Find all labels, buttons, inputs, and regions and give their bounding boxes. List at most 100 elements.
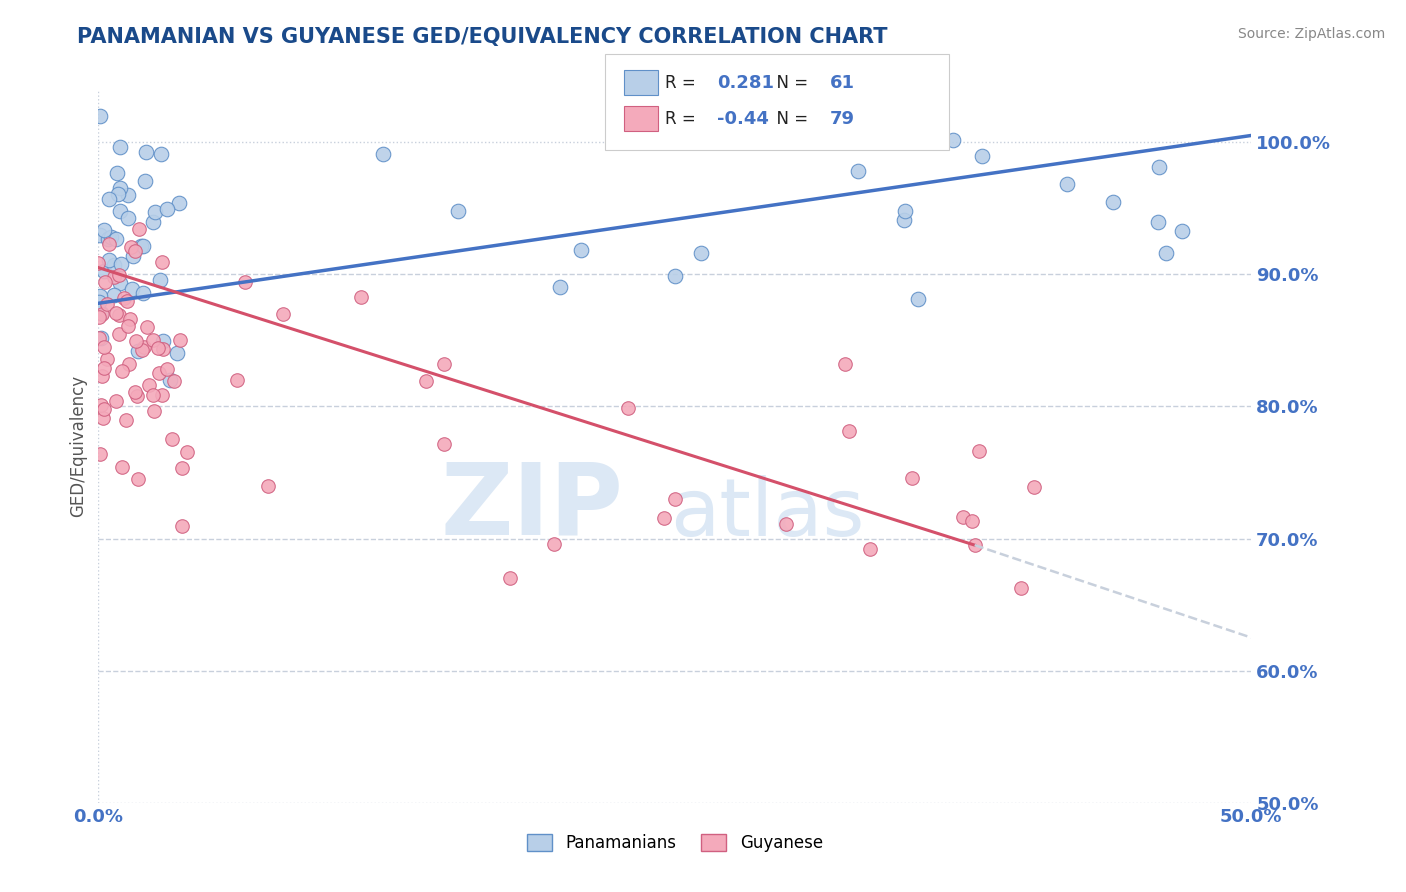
Text: N =: N = [766, 110, 814, 128]
Point [87, 331, 110, 345]
Point [104, 305, 127, 319]
Point [118, 311, 141, 326]
Point [548, 280, 571, 294]
Point [779, 130, 801, 145]
Point [1171, 224, 1194, 238]
Point [499, 571, 522, 585]
Point [124, 385, 146, 400]
Point [117, 188, 139, 202]
Point [93, 401, 115, 416]
Point [124, 244, 146, 258]
Point [907, 292, 929, 306]
Point [110, 257, 132, 271]
Point [127, 389, 149, 403]
Point [121, 281, 143, 295]
Point [150, 388, 173, 402]
Point [87, 255, 110, 269]
Text: ZIP: ZIP [440, 458, 623, 555]
Point [1102, 194, 1125, 209]
Point [131, 343, 153, 357]
Text: N =: N = [766, 74, 814, 92]
Point [163, 374, 186, 388]
Point [117, 318, 139, 333]
Point [432, 437, 454, 451]
Point [105, 393, 128, 408]
Point [156, 202, 179, 216]
Point [97, 237, 120, 252]
Point [93, 264, 115, 278]
Text: PANAMANIAN VS GUYANESE GED/EQUIVALENCY CORRELATION CHART: PANAMANIAN VS GUYANESE GED/EQUIVALENCY C… [77, 27, 887, 46]
Point [942, 133, 965, 147]
Point [1056, 178, 1078, 192]
Point [107, 187, 129, 202]
Point [371, 147, 394, 161]
Text: Source: ZipAtlas.com: Source: ZipAtlas.com [1237, 27, 1385, 41]
Point [97, 252, 120, 267]
Point [257, 479, 280, 493]
Point [96, 351, 118, 366]
Point [105, 166, 128, 180]
Point [152, 342, 174, 356]
Point [127, 344, 149, 359]
Point [166, 346, 188, 360]
Point [127, 472, 149, 486]
Point [128, 221, 150, 235]
Point [108, 140, 131, 154]
Point [91, 410, 114, 425]
Point [120, 240, 142, 254]
Point [859, 541, 882, 556]
Point [131, 238, 153, 252]
Point [117, 211, 139, 226]
Point [111, 460, 134, 475]
Point [172, 461, 194, 475]
Point [142, 333, 165, 347]
Point [107, 309, 129, 323]
Text: 79: 79 [830, 110, 855, 128]
Point [136, 319, 159, 334]
Point [89, 294, 111, 309]
Point [960, 514, 983, 528]
Point [89, 447, 111, 461]
Point [110, 276, 132, 290]
Point [894, 204, 917, 219]
Point [90, 307, 112, 321]
Point [569, 244, 592, 258]
Text: 61: 61 [830, 74, 855, 92]
Point [125, 334, 148, 348]
Point [135, 145, 157, 160]
Point [169, 333, 191, 347]
Point [271, 307, 294, 321]
Point [96, 297, 118, 311]
Point [149, 273, 172, 287]
Point [664, 269, 686, 284]
Point [142, 215, 165, 229]
Point [121, 249, 143, 263]
Point [94, 275, 117, 289]
Point [150, 146, 173, 161]
Point [97, 232, 120, 246]
Point [89, 227, 111, 242]
Point [1154, 246, 1177, 260]
Point [89, 109, 111, 123]
Point [103, 258, 125, 272]
Point [108, 181, 131, 195]
Point [131, 239, 153, 253]
Point [350, 290, 373, 304]
Point [103, 269, 125, 284]
Point [148, 367, 170, 381]
Point [150, 255, 173, 269]
Point [1147, 215, 1170, 229]
Point [969, 443, 991, 458]
Point [846, 164, 869, 178]
Point [90, 368, 112, 383]
Text: R =: R = [665, 74, 706, 92]
Point [952, 510, 974, 524]
Point [970, 149, 993, 163]
Point [233, 275, 256, 289]
Point [893, 212, 915, 227]
Point [90, 331, 112, 345]
Text: R =: R = [665, 110, 706, 128]
Point [543, 537, 565, 551]
Point [170, 519, 193, 533]
Point [132, 286, 155, 301]
